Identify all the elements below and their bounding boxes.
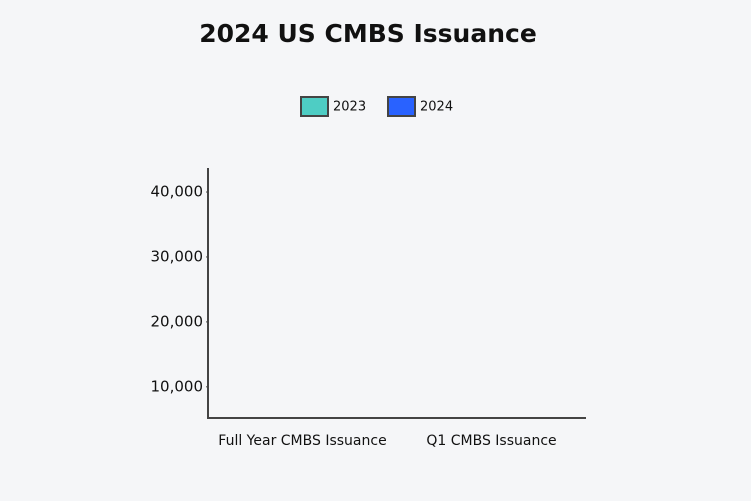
legend-swatch xyxy=(387,96,416,117)
y-tick-label: 20,000 xyxy=(151,312,204,330)
legend-swatch xyxy=(300,96,329,117)
x-tick-label: Q1 CMBS Issuance xyxy=(426,433,556,449)
y-tick-label: 30,000 xyxy=(151,247,204,265)
legend-label: 2023 xyxy=(333,100,366,115)
y-tick-label: 10,000 xyxy=(151,377,204,395)
legend-label: 2024 xyxy=(420,100,453,115)
x-tick-label: Full Year CMBS Issuance xyxy=(218,433,386,449)
y-tick-label: 40,000 xyxy=(151,183,204,201)
chart-title: 2024 US CMBS Issuance xyxy=(199,19,537,48)
